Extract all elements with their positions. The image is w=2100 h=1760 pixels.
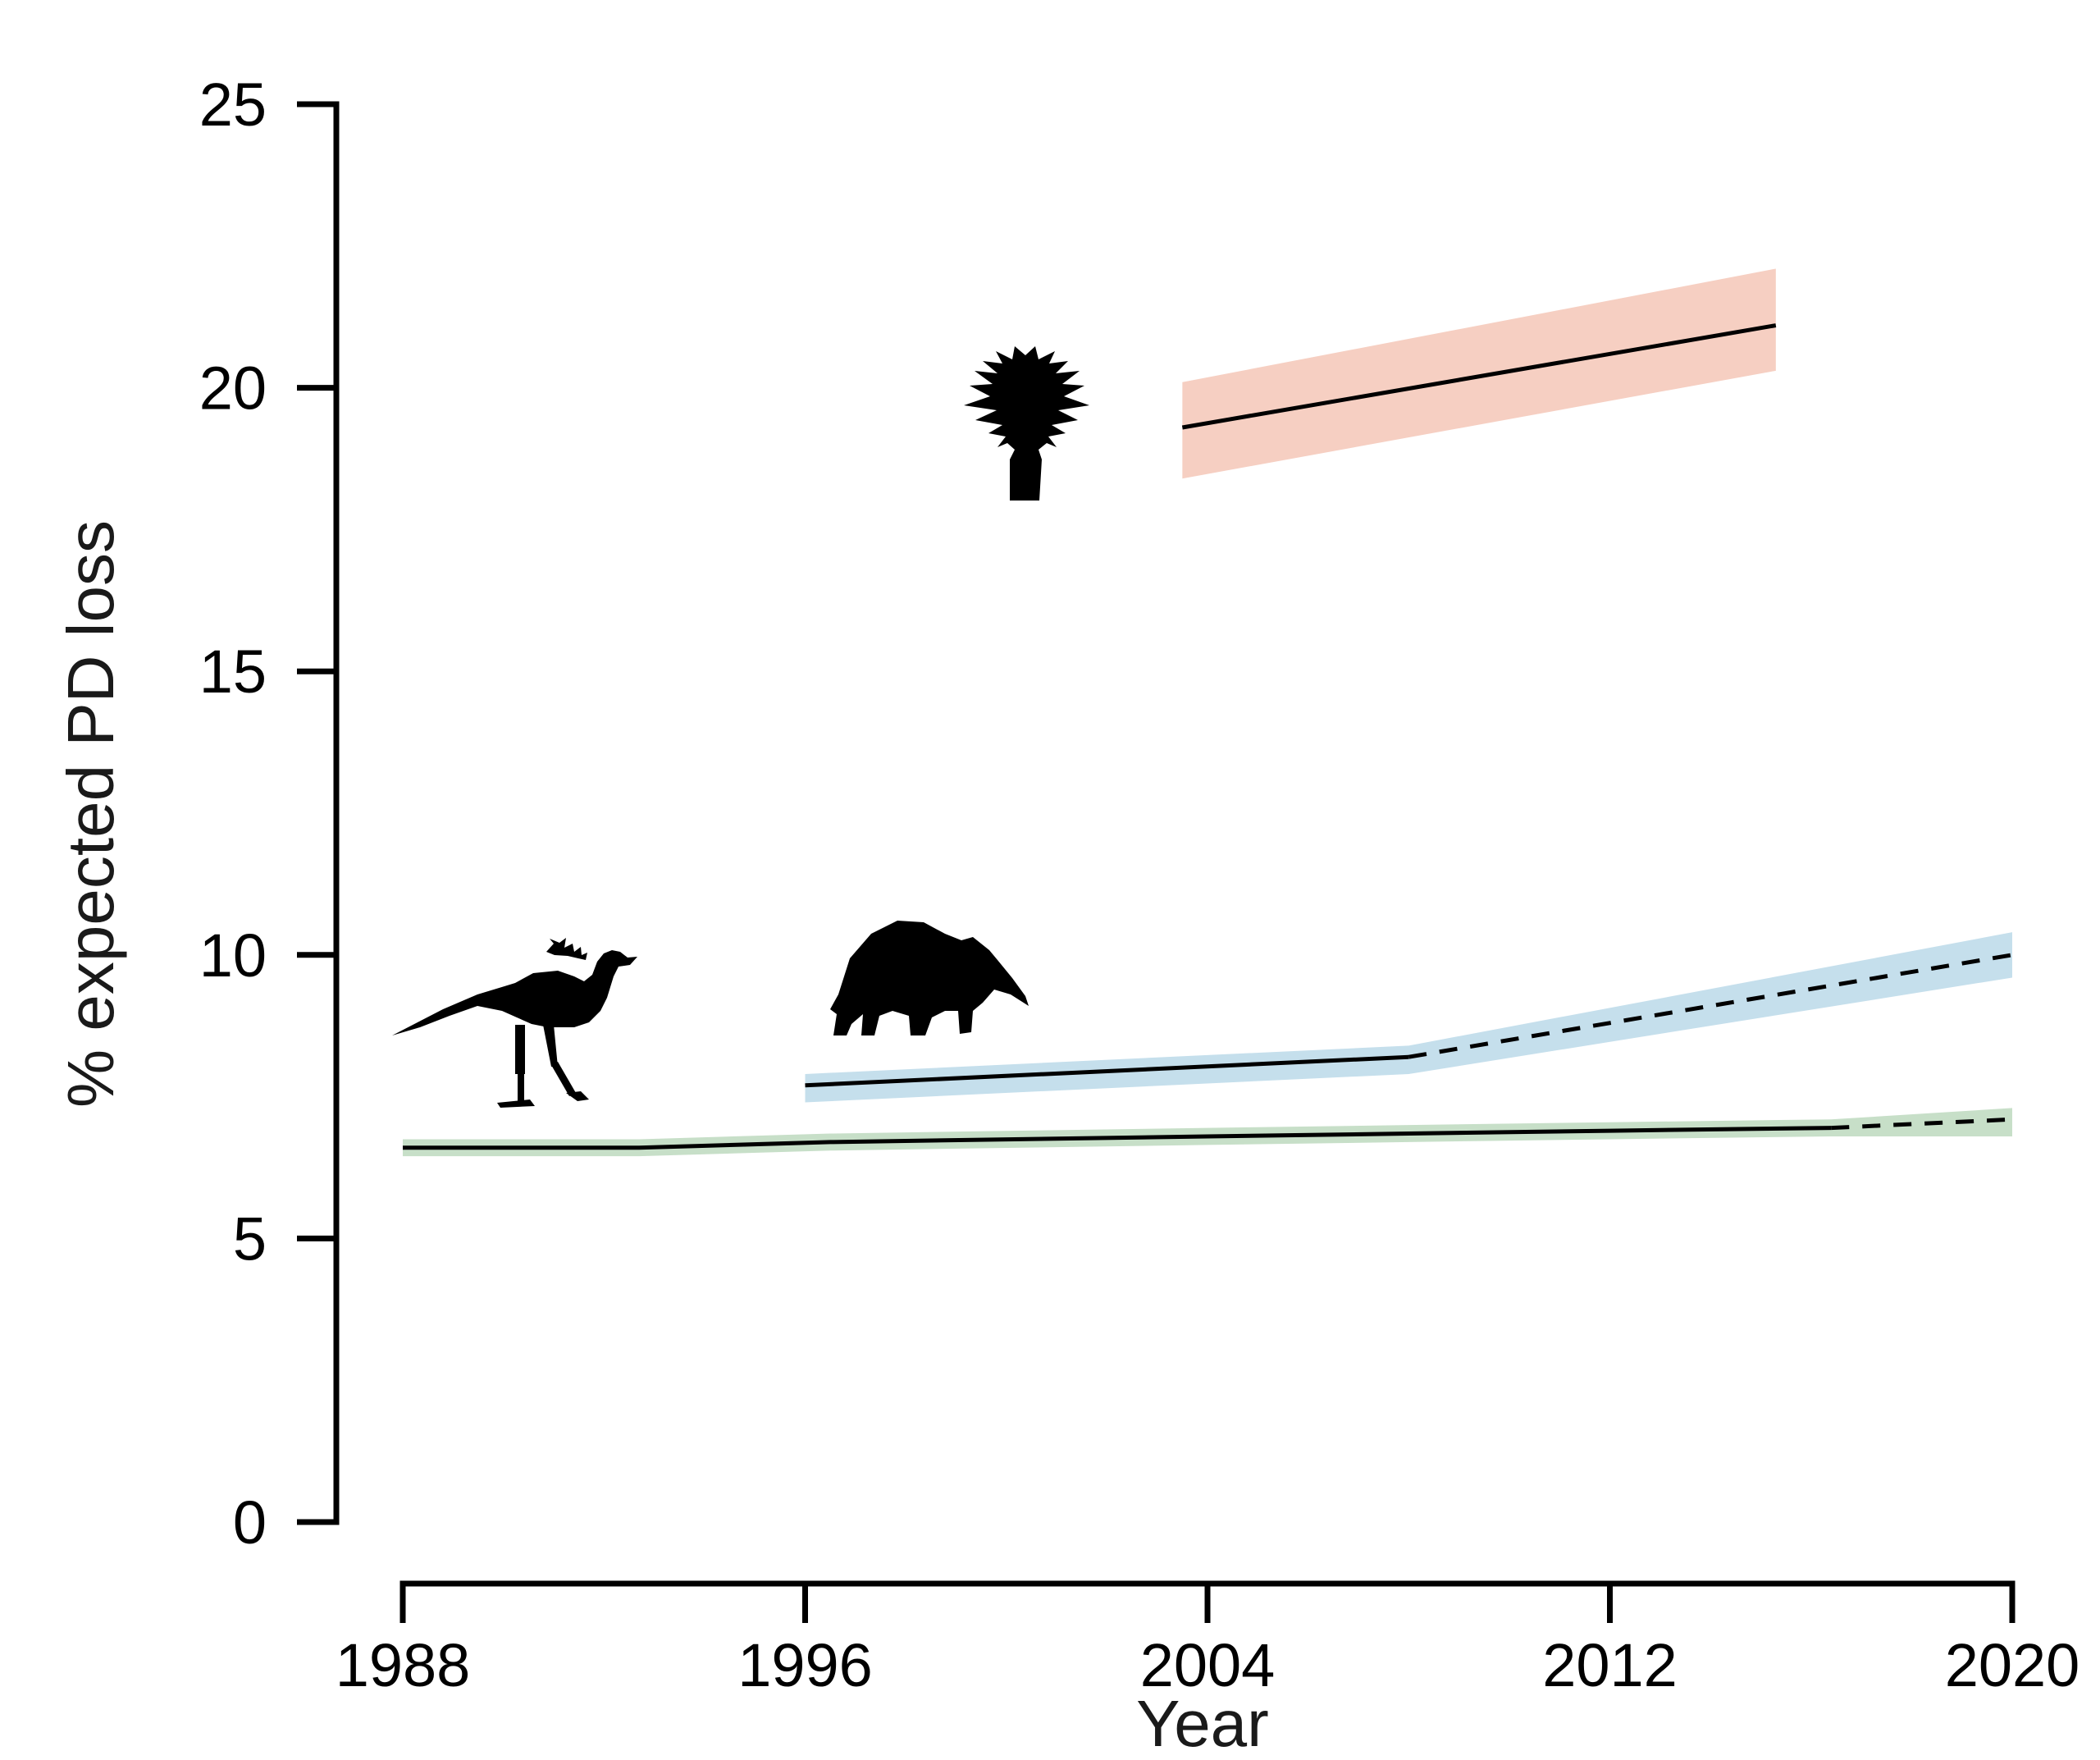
series-line-2 [403, 1126, 1832, 1150]
projection-line-1 [1408, 953, 2013, 1059]
x-tick-label: 2004 [1140, 1631, 1276, 1699]
y-tick-label: 5 [233, 1205, 267, 1273]
secretary-bird-silhouette-icon [392, 938, 637, 1108]
x-tick-label: 2020 [1945, 1631, 2080, 1699]
x-axis-title: Year [1136, 1687, 1269, 1760]
series-line-0 [1181, 323, 1777, 430]
anteater-silhouette-icon [830, 921, 1029, 1035]
y-tick-label: 20 [199, 354, 267, 423]
confidence-band-0 [1182, 268, 1776, 479]
y-tick-label: 10 [199, 921, 267, 990]
y-axis-ticks: 0 5 10 15 20 25 [199, 71, 336, 1557]
y-tick-label: 25 [199, 71, 267, 139]
cycad-silhouette-icon [964, 346, 1089, 501]
confidence-band-1 [805, 932, 2012, 1103]
confidence-bands [403, 268, 2012, 1157]
series-line-1 [805, 1054, 1409, 1088]
series-lines [403, 323, 2013, 1150]
x-tick-label: 2012 [1542, 1631, 1678, 1699]
x-tick-label: 1996 [737, 1631, 873, 1699]
y-axis-title: % expected PD loss [54, 520, 127, 1108]
y-tick-label: 0 [233, 1488, 267, 1557]
x-tick-label: 1988 [336, 1631, 471, 1699]
x-axis-ticks: 1988 1996 2004 2012 2020 [336, 1584, 2080, 1699]
y-tick-label: 15 [199, 638, 267, 706]
